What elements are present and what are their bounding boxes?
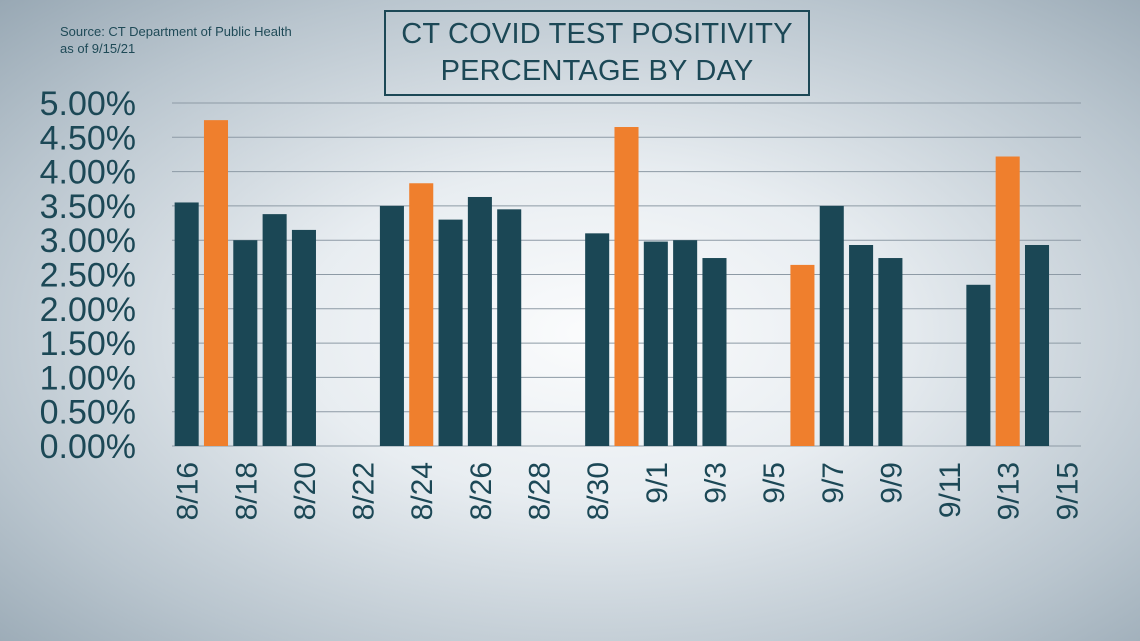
x-tick-label: 8/24 (406, 462, 439, 520)
x-tick-label: 8/20 (289, 462, 322, 520)
x-tick-label: 9/13 (993, 462, 1026, 520)
bar-highlighted (790, 264, 815, 446)
source-line: Source: CT Department of Public Health (60, 24, 292, 39)
bar (849, 245, 874, 446)
bar-highlighted (614, 127, 639, 446)
x-tick-label: 9/3 (699, 462, 732, 504)
x-tick-label: 9/15 (1051, 462, 1084, 520)
bar-highlighted (409, 183, 434, 446)
x-tick-label: 8/28 (524, 462, 557, 520)
x-tick-label: 8/18 (230, 462, 263, 520)
x-tick-label: 8/16 (172, 462, 205, 520)
chart-title: CT COVID TEST POSITIVITY PERCENTAGE BY D… (384, 10, 810, 96)
x-tick-label: 9/11 (934, 462, 967, 518)
bar (291, 229, 316, 446)
x-tick-label: 9/9 (875, 462, 908, 504)
y-tick-label: 0.00% (40, 428, 136, 466)
source-note: Source: CT Department of Public Health a… (60, 23, 292, 57)
bar (262, 214, 287, 446)
bar (497, 209, 522, 446)
bar (966, 284, 991, 446)
y-tick-label: 2.00% (40, 291, 136, 329)
y-tick-label: 1.00% (40, 359, 136, 397)
x-tick-label: 8/30 (582, 462, 615, 520)
bar (673, 240, 698, 446)
x-tick-label: 9/7 (817, 462, 850, 504)
y-tick-label: 3.00% (40, 222, 136, 260)
y-axis-ticks: 0.00%0.50%1.00%1.50%2.00%2.50%3.00%3.50%… (40, 85, 136, 466)
y-tick-label: 2.50% (40, 257, 136, 295)
bars (174, 120, 1050, 447)
bar (878, 258, 903, 446)
bar (467, 196, 492, 446)
x-tick-label: 9/5 (758, 462, 791, 504)
bar (438, 219, 463, 446)
bar (379, 205, 404, 446)
x-tick-label: 9/1 (641, 462, 674, 504)
as-of-date: as of 9/15/21 (60, 41, 136, 56)
y-tick-label: 4.00% (40, 154, 136, 192)
y-tick-label: 5.00% (40, 85, 136, 123)
bar (702, 258, 727, 446)
chart-title-line-1: CT COVID TEST POSITIVITY (401, 18, 793, 50)
y-tick-label: 0.50% (40, 394, 136, 432)
y-tick-label: 4.50% (40, 119, 136, 157)
y-tick-label: 1.50% (40, 325, 136, 363)
bar (174, 202, 199, 446)
x-axis-ticks: 8/16 8/18 8/20 8/22 8/24 8/26 8/28 8/30 9/1 9/3 9/… (172, 462, 1085, 520)
bar-highlighted (995, 156, 1020, 446)
bar (819, 205, 844, 446)
x-tick-label: 8/26 (465, 462, 498, 520)
y-tick-label: 3.50% (40, 188, 136, 226)
bar-highlighted (203, 120, 229, 447)
bar (643, 241, 668, 446)
bar (233, 240, 258, 446)
bar (1024, 245, 1050, 446)
bar (585, 233, 610, 446)
chart-title-line-2: PERCENTAGE BY DAY (440, 55, 754, 87)
x-tick-label: 8/22 (348, 462, 381, 520)
